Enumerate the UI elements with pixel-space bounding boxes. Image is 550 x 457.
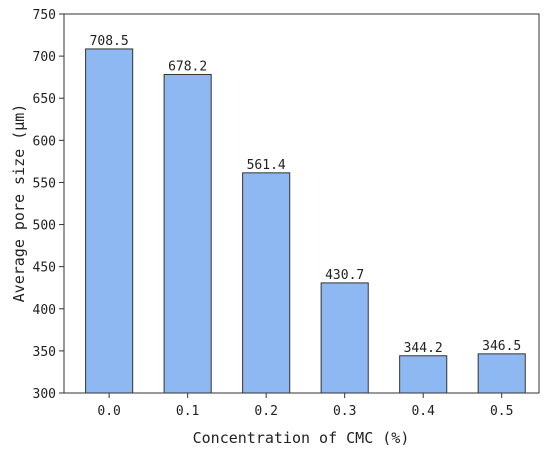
plot-frame xyxy=(63,13,540,394)
x-tick-label-0.2: 0.2 xyxy=(254,404,277,419)
y-tick-label-750: 750 xyxy=(33,8,56,23)
x-tick-label-0.1: 0.1 xyxy=(176,404,199,419)
bar-0.3 xyxy=(320,282,369,394)
bar-0.5 xyxy=(477,353,526,394)
bar-0.4 xyxy=(399,355,448,394)
x-axis-ticks: 0.0 0.1 0.2 0.3 0.4 0.5 xyxy=(97,393,513,419)
x-tick-label-0.4: 0.4 xyxy=(411,404,435,419)
y-tick-label-600: 600 xyxy=(33,134,56,149)
y-tick-label-700: 700 xyxy=(33,50,56,65)
y-tick-label-400: 400 xyxy=(33,303,56,318)
x-tick-label-0.3: 0.3 xyxy=(333,404,356,419)
data-label-0.0: 708.5 xyxy=(90,34,129,49)
y-axis-ticks: 300 350 400 450 500 550 600 650 700 750 xyxy=(33,8,64,402)
bars-group xyxy=(85,48,526,394)
bar-0.2 xyxy=(242,172,291,394)
data-labels-group: 708.5 678.2 561.4 430.7 344.2 346.5 xyxy=(90,34,522,356)
y-tick-label-500: 500 xyxy=(33,219,56,234)
y-axis-title: Average pore size (μm) xyxy=(10,104,28,303)
y-tick-label-650: 650 xyxy=(33,92,56,107)
y-tick-label-450: 450 xyxy=(33,261,56,276)
x-tick-label-0.0: 0.0 xyxy=(97,404,120,419)
bar-0.1 xyxy=(163,73,212,394)
y-tick-label-550: 550 xyxy=(33,176,56,191)
data-label-0.4: 344.2 xyxy=(404,341,443,356)
x-axis-title: Concentration of CMC (%) xyxy=(193,429,410,447)
data-label-0.3: 430.7 xyxy=(325,268,364,283)
data-label-0.2: 561.4 xyxy=(247,158,286,173)
data-label-0.5: 346.5 xyxy=(482,339,521,354)
data-label-0.1: 678.2 xyxy=(168,59,207,74)
x-tick-label-0.5: 0.5 xyxy=(490,404,513,419)
bar-0.0 xyxy=(85,48,134,394)
y-tick-label-350: 350 xyxy=(33,345,56,360)
y-tick-label-300: 300 xyxy=(33,387,56,402)
